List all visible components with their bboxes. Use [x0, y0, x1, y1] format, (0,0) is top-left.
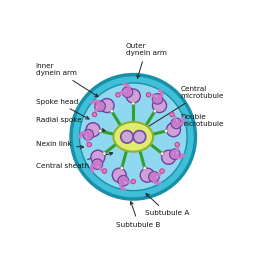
- Circle shape: [170, 149, 180, 159]
- Circle shape: [91, 150, 105, 164]
- Circle shape: [140, 168, 154, 182]
- Circle shape: [171, 118, 181, 129]
- Circle shape: [121, 130, 133, 143]
- Circle shape: [161, 152, 164, 155]
- Circle shape: [110, 109, 113, 113]
- Circle shape: [92, 112, 97, 117]
- Circle shape: [120, 167, 124, 170]
- Text: Nexin link: Nexin link: [36, 141, 84, 148]
- Circle shape: [165, 129, 168, 133]
- Circle shape: [100, 99, 114, 113]
- Circle shape: [102, 169, 107, 173]
- Text: Subtubule A: Subtubule A: [145, 194, 189, 216]
- Circle shape: [87, 142, 92, 147]
- Circle shape: [116, 92, 120, 97]
- Circle shape: [118, 176, 128, 186]
- Text: Central sheath: Central sheath: [36, 152, 113, 169]
- Text: Radial spoke: Radial spoke: [36, 117, 105, 131]
- Text: Inner
dynein arm: Inner dynein arm: [36, 63, 98, 97]
- Text: Double
microtubule: Double microtubule: [172, 114, 224, 130]
- Circle shape: [92, 159, 103, 169]
- Circle shape: [112, 168, 126, 182]
- Circle shape: [143, 167, 146, 170]
- Text: Spoke head: Spoke head: [36, 99, 89, 119]
- Circle shape: [166, 123, 180, 137]
- Circle shape: [160, 169, 164, 173]
- Circle shape: [170, 112, 174, 117]
- Circle shape: [103, 152, 106, 155]
- Circle shape: [162, 150, 176, 164]
- Circle shape: [122, 87, 133, 97]
- Circle shape: [149, 172, 159, 182]
- Circle shape: [71, 74, 196, 199]
- Circle shape: [83, 130, 93, 140]
- Ellipse shape: [113, 122, 153, 152]
- Circle shape: [152, 94, 163, 104]
- Circle shape: [99, 129, 102, 133]
- Circle shape: [126, 89, 140, 103]
- Circle shape: [131, 179, 135, 184]
- Text: Outer
dynein arm: Outer dynein arm: [126, 43, 166, 78]
- Circle shape: [133, 130, 146, 143]
- Circle shape: [153, 109, 156, 113]
- Circle shape: [80, 83, 187, 191]
- Circle shape: [132, 102, 135, 105]
- Circle shape: [152, 99, 166, 113]
- Circle shape: [86, 123, 100, 137]
- Circle shape: [146, 92, 151, 97]
- Text: Central
microtubule: Central microtubule: [140, 86, 224, 132]
- Text: Subtubule B: Subtubule B: [116, 202, 161, 228]
- Circle shape: [175, 142, 180, 147]
- Circle shape: [95, 101, 105, 111]
